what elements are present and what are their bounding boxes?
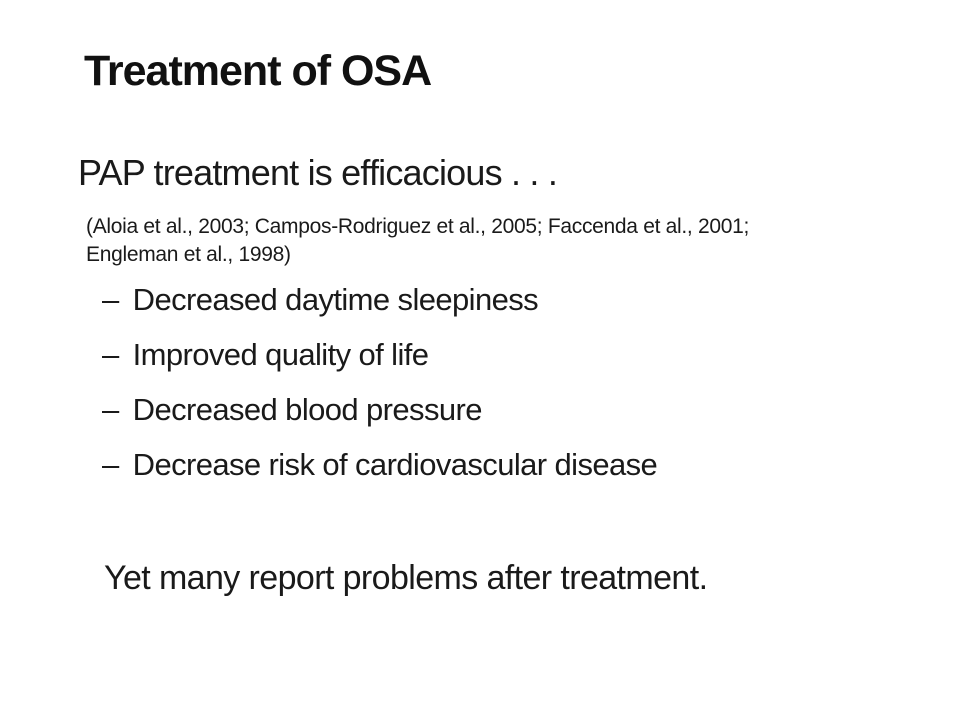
bullet-item: – Decreased blood pressure (102, 391, 657, 446)
citation-line-2: Engleman et al., 1998) (86, 243, 291, 266)
dash-bullet-icon: – (102, 282, 119, 317)
bullet-list: – Decreased daytime sleepiness – Improve… (102, 281, 658, 501)
bullet-item: – Decrease risk of cardiovascular diseas… (102, 446, 658, 501)
bullet-text: Improved quality of life (132, 337, 429, 372)
slide-title: Treatment of OSA (84, 47, 432, 95)
bullet-item: – Decreased daytime sleepiness (102, 281, 657, 336)
closing-text: Yet many report problems after treatment… (104, 559, 708, 597)
bullet-text: Decreased daytime sleepiness (132, 282, 539, 317)
citation-block: (Aloia et al., 2003; Campos-Rodriguez et… (86, 213, 749, 269)
dash-bullet-icon: – (102, 392, 119, 427)
dash-bullet-icon: – (102, 447, 119, 482)
bullet-item: – Improved quality of life (102, 336, 657, 391)
bullet-text: Decreased blood pressure (132, 392, 483, 427)
dash-bullet-icon: – (102, 337, 119, 372)
bullet-text: Decrease risk of cardiovascular disease (132, 447, 658, 482)
citation-line-1: (Aloia et al., 2003; Campos-Rodriguez et… (86, 215, 750, 238)
lead-text: PAP treatment is efficacious . . . (78, 152, 558, 193)
